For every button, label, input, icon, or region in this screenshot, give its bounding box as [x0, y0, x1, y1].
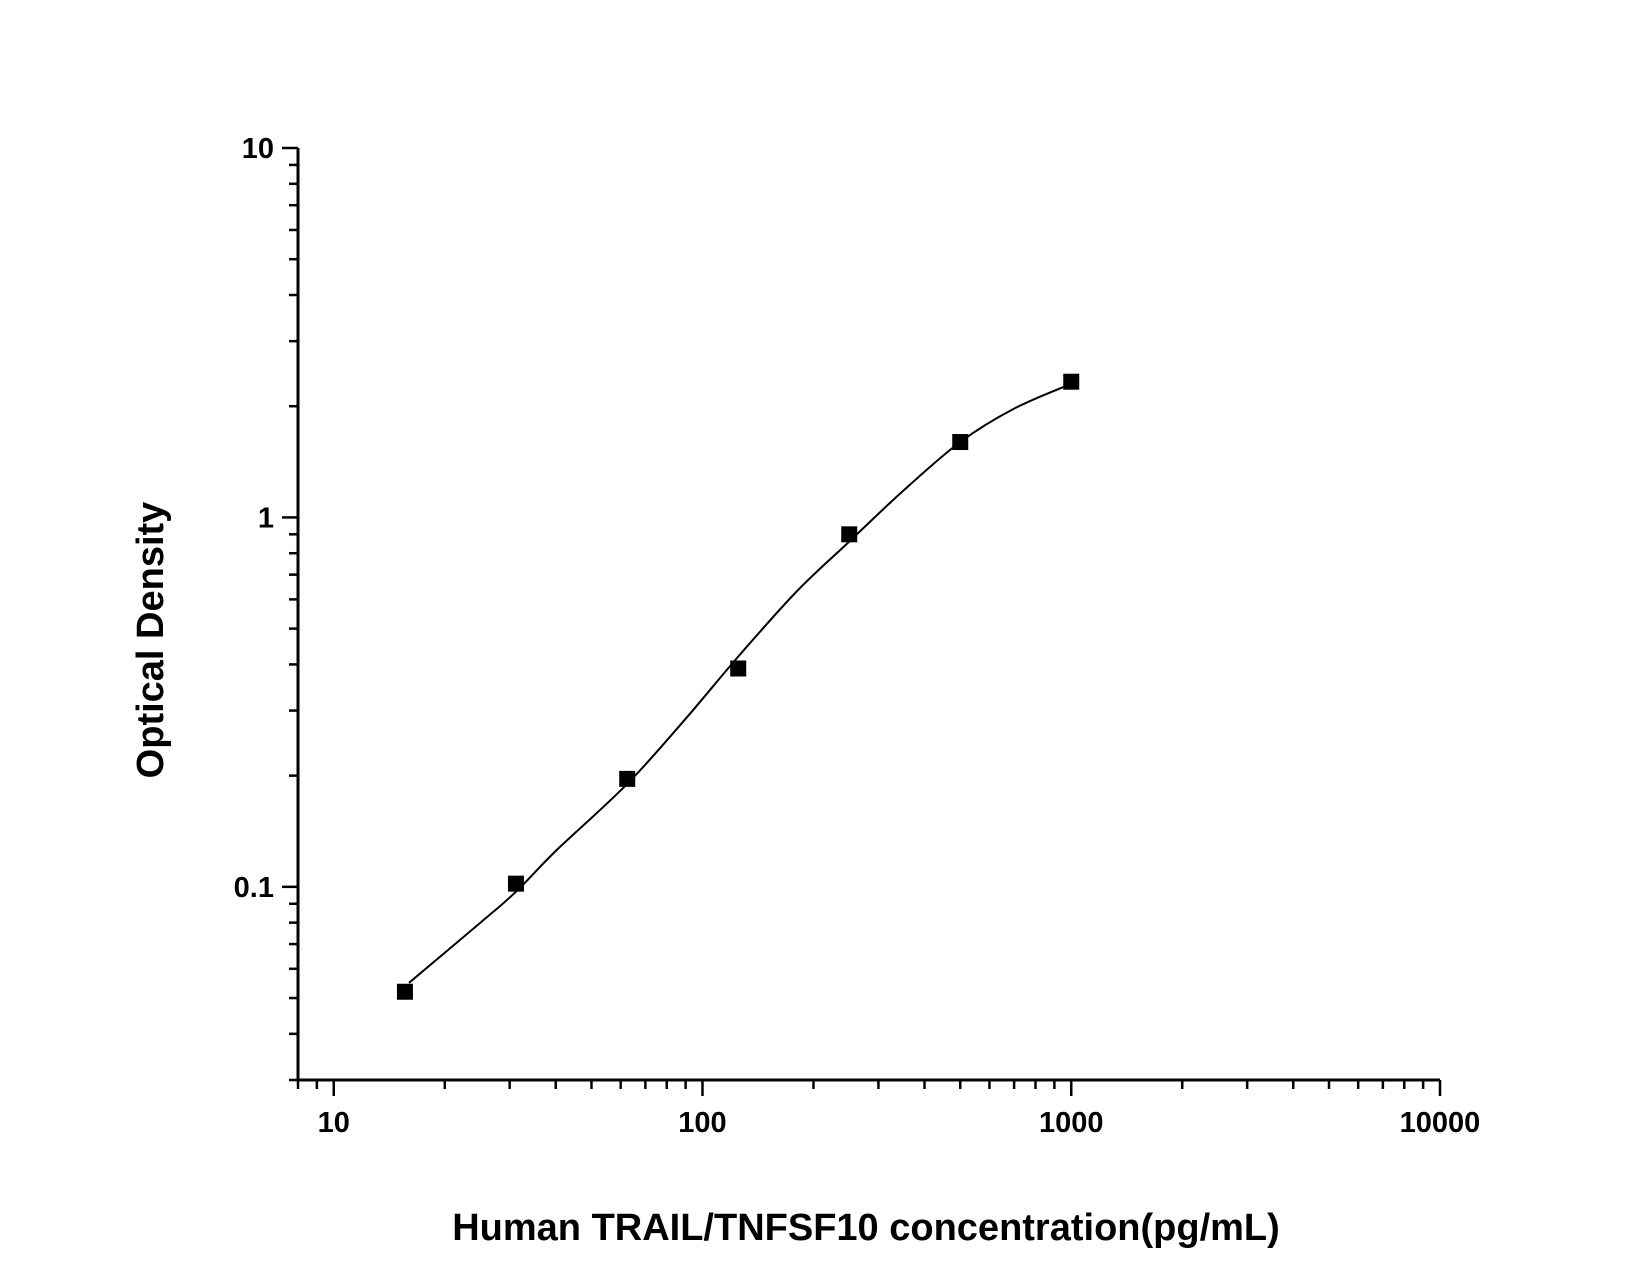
data-point: [730, 660, 747, 677]
x-tick-label: 100: [678, 1107, 726, 1139]
y-axis-title: Optical Density: [130, 502, 172, 779]
fit-curve-layer: [408, 382, 1072, 984]
y-tick-label: 0.1: [234, 872, 274, 904]
fit-curve: [408, 382, 1072, 984]
x-tick-label: 1000: [1039, 1107, 1104, 1139]
data-point: [841, 526, 858, 543]
tick-labels-layer: 10 100 1000 10000 0.1 1 10: [234, 133, 1481, 1139]
data-point: [619, 770, 636, 787]
data-point: [396, 983, 413, 1000]
data-points-layer: [396, 373, 1080, 1000]
axes: [282, 146, 1442, 1096]
x-axis-title: Human TRAIL/TNFSF10 concentration(pg/mL): [452, 1207, 1280, 1249]
y-tick-label: 10: [242, 133, 274, 165]
x-tick-label: 10000: [1400, 1107, 1481, 1139]
data-point: [952, 434, 969, 451]
x-tick-label: 10: [318, 1107, 350, 1139]
y-tick-label: 1: [258, 502, 274, 534]
data-point: [1063, 373, 1080, 390]
data-point: [507, 875, 524, 892]
